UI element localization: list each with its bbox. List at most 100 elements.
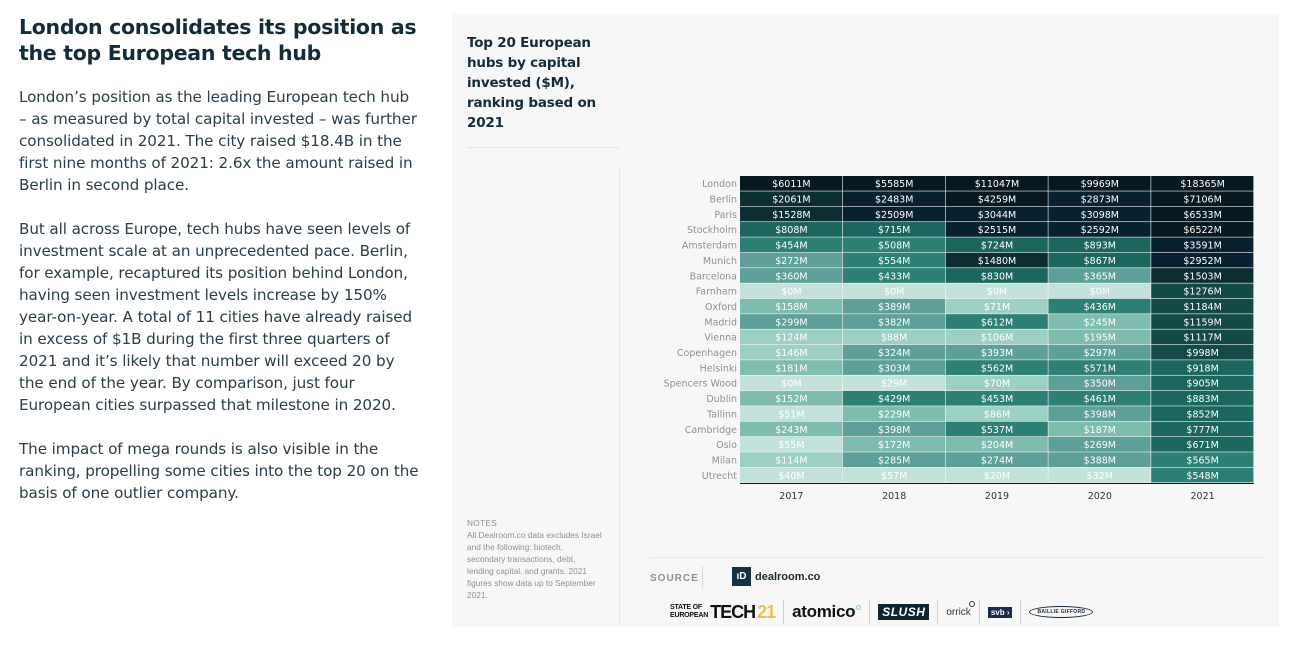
cell-label: $6522M: [1183, 225, 1221, 236]
cell-label: $715M: [878, 225, 910, 236]
row-label: Cambridge: [685, 425, 737, 436]
cell-label: $433M: [878, 271, 910, 282]
sot-line1: STATE OF: [670, 604, 702, 611]
cell-label: $671M: [1186, 440, 1218, 451]
heatmap-cell: [842, 191, 945, 207]
heatmap-cell: [740, 176, 843, 191]
heatmap-cell: [945, 390, 1048, 406]
cell-label: $0M: [1090, 287, 1110, 298]
heatmap-cell: [1151, 176, 1254, 191]
slush-name: SLUSH: [878, 604, 930, 620]
heatmap-cell: [1151, 467, 1254, 483]
svb-logo[interactable]: svb ›: [978, 600, 1021, 624]
heatmap-cell: [842, 314, 945, 329]
heatmap-cell: [740, 191, 843, 207]
cell-label: $272M: [775, 256, 807, 267]
cell-label: $1117M: [1183, 333, 1221, 344]
heatmap-cell: [842, 436, 945, 452]
article-headline: London consolidates its position as the …: [19, 15, 417, 65]
cell-label: $88M: [881, 333, 907, 344]
heatmap-cell: [1151, 390, 1254, 406]
heatmap-cell: [740, 421, 843, 437]
dealroom-logo[interactable]: ıD dealroom.co: [732, 567, 820, 586]
row-label: Tallinn: [706, 409, 737, 420]
heatmap-cell: [1151, 314, 1254, 329]
heatmap-cell: [740, 360, 843, 375]
cell-label: $461M: [1084, 394, 1116, 405]
heatmap-cell: [1048, 252, 1151, 268]
heatmap-cell: [1151, 329, 1254, 345]
cell-label: $350M: [1084, 379, 1116, 390]
cell-label: $1159M: [1183, 317, 1221, 328]
cell-label: $830M: [981, 271, 1013, 282]
x-tick-label: 2019: [985, 491, 1009, 502]
heatmap-cell: [842, 452, 945, 468]
cell-label: $18365M: [1180, 179, 1224, 190]
cell-label: $114M: [775, 455, 807, 466]
heatmap-cell: [740, 314, 843, 329]
cell-label: $867M: [1084, 256, 1116, 267]
cell-label: $893M: [1084, 241, 1116, 252]
heatmap-cell: [842, 329, 945, 345]
row-label: Dublin: [706, 394, 737, 405]
heatmap-cell: [1048, 452, 1151, 468]
cell-label: $436M: [1084, 302, 1116, 313]
cell-label: $612M: [981, 317, 1013, 328]
slush-logo[interactable]: SLUSH: [869, 600, 937, 624]
cell-label: $393M: [981, 348, 1013, 359]
cell-label: $324M: [878, 348, 910, 359]
orrick-ring-icon: [968, 600, 975, 607]
cell-label: $429M: [878, 394, 910, 405]
cell-label: $3591M: [1183, 241, 1221, 252]
cell-label: $303M: [878, 363, 910, 374]
heatmap-cell: [1151, 191, 1254, 207]
cell-label: $2509M: [875, 210, 913, 221]
cell-label: $172M: [878, 440, 910, 451]
heatmap-cell: [945, 421, 1048, 437]
x-tick-label: 2017: [779, 491, 803, 502]
partner-logos: STATE OF EUROPEAN TECH 21 atomico SLUSH …: [662, 599, 1101, 625]
cell-label: $3098M: [1081, 210, 1119, 221]
cell-label: $86M: [984, 409, 1010, 420]
heatmap-cell: [740, 452, 843, 468]
heatmap-cell: [1048, 176, 1151, 191]
cell-label: $195M: [1084, 333, 1116, 344]
divider: [650, 557, 1264, 558]
heatmap-cell: [740, 406, 843, 421]
cell-label: $285M: [878, 455, 910, 466]
orrick-text: orrick: [946, 606, 971, 618]
cell-label: $548M: [1186, 471, 1218, 482]
heatmap-cell: [740, 329, 843, 345]
cell-label: $0M: [781, 287, 801, 298]
row-label: Helsinki: [700, 363, 737, 374]
row-label: Berlin: [709, 195, 737, 206]
heatmap-cell: [945, 206, 1048, 222]
heatmap-cell: [740, 467, 843, 483]
atomico-logo[interactable]: atomico: [783, 600, 869, 624]
heatmap-cell: [945, 329, 1048, 345]
state-of-european-tech-logo[interactable]: STATE OF EUROPEAN TECH 21: [662, 600, 783, 624]
cell-label: $1528M: [772, 210, 810, 221]
cell-label: $777M: [1186, 425, 1218, 436]
cell-label: $0M: [781, 379, 801, 390]
row-label: Paris: [714, 210, 737, 221]
heatmap-cell: [842, 176, 945, 191]
heatmap-cell: [945, 268, 1048, 283]
cell-label: $998M: [1186, 348, 1218, 359]
heatmap-cell: [1151, 360, 1254, 375]
orrick-logo[interactable]: orrick: [937, 600, 978, 624]
divider: [619, 166, 620, 626]
heatmap-cell: [1151, 298, 1254, 314]
baillie-gifford-logo[interactable]: BAILLIE GIFFORD: [1020, 600, 1101, 624]
cell-label: $6011M: [772, 179, 810, 190]
heatmap-cell: [1048, 237, 1151, 253]
cell-label: $269M: [1084, 440, 1116, 451]
heatmap-cell: [1151, 421, 1254, 437]
heatmap-cell: [740, 283, 843, 299]
heatmap-cell: [1048, 283, 1151, 299]
heatmap-cell: [1151, 436, 1254, 452]
heatmap-cell: [740, 268, 843, 283]
cell-label: $11047M: [975, 179, 1019, 190]
heatmap-cell: [740, 298, 843, 314]
heatmap-cell: [1151, 252, 1254, 268]
